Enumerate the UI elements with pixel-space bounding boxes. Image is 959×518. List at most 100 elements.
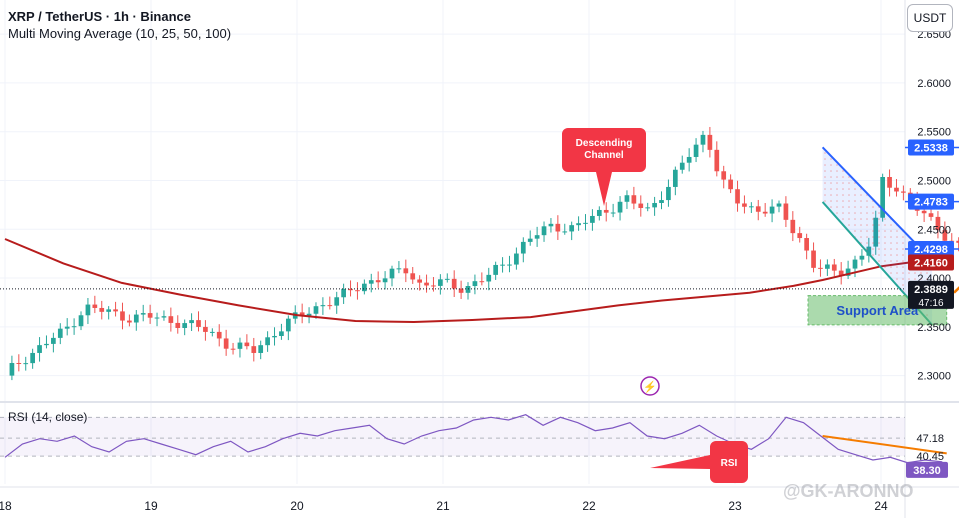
candle-body <box>64 326 70 329</box>
candle-body <box>182 323 188 328</box>
candle-body <box>147 313 153 318</box>
candle-body <box>700 134 706 145</box>
descending-channel-fill <box>822 147 933 325</box>
time-tick-label: 23 <box>728 499 742 513</box>
price-level-tag <box>908 254 954 271</box>
candle-body <box>562 231 568 233</box>
candle-body <box>272 335 277 338</box>
rsi-axis-label: 47.18 <box>916 433 944 445</box>
price-tick-label: 2.4500 <box>917 224 951 236</box>
rsi-indicator-label[interactable]: RSI (14, close) <box>8 410 88 424</box>
candle-body <box>403 268 409 274</box>
candle-body <box>942 230 948 241</box>
candle-body <box>527 238 533 242</box>
candle-body <box>78 315 84 327</box>
candle-body <box>389 268 395 279</box>
candle-body <box>928 213 934 217</box>
symbol-title[interactable]: XRP / TetherUS · 1h · Binance <box>8 9 192 24</box>
candle-body <box>610 212 616 214</box>
candle-body <box>189 320 194 324</box>
price-level-tag-text: 2.4298 <box>914 244 948 256</box>
candle-body <box>921 210 927 214</box>
candle-body <box>285 318 291 332</box>
callout-line-2: Channel <box>584 150 624 161</box>
candle-body <box>71 326 77 328</box>
candle-body <box>458 288 464 293</box>
currency-button[interactable]: USDT <box>907 4 953 32</box>
candle-body <box>797 233 803 239</box>
candle-body <box>92 304 98 308</box>
candle-body <box>693 144 699 157</box>
candle-body <box>742 203 747 207</box>
candle-body <box>244 342 250 347</box>
candle-body <box>590 215 595 223</box>
price-level-tag <box>908 193 954 210</box>
price-level-tag <box>908 240 954 257</box>
price-tick-label: 2.5500 <box>917 127 951 139</box>
support-area-label: Support Area <box>836 303 919 318</box>
time-tick-label: 18 <box>0 499 12 513</box>
price-level-tag-text: 2.4783 <box>914 197 948 209</box>
candle-body <box>320 305 326 307</box>
price-tick-label: 2.6500 <box>917 29 951 41</box>
candle-body <box>375 280 381 283</box>
candle-body <box>368 280 374 284</box>
rsi-line <box>4 414 943 464</box>
candle-body <box>140 313 146 315</box>
candle-body <box>493 264 499 275</box>
candle-body <box>23 363 29 365</box>
candle-body <box>382 278 388 283</box>
rsi-band-fill <box>0 417 905 457</box>
candle-body <box>306 313 312 316</box>
candle-body <box>507 264 512 266</box>
callout-line-1: Descending <box>576 138 633 149</box>
candle-body <box>230 348 236 350</box>
candle-body <box>728 179 733 190</box>
candle-body <box>154 317 160 319</box>
candle-body <box>631 195 637 204</box>
candle-body <box>624 195 630 202</box>
candle-body <box>825 264 830 269</box>
watermark: @GK-ARONNO <box>783 481 914 501</box>
candle-body <box>85 304 91 316</box>
candle-body <box>548 223 554 227</box>
candle-body <box>113 309 118 312</box>
candle-body <box>486 274 492 282</box>
time-tick-label: 19 <box>144 499 158 513</box>
candle-body <box>209 331 215 333</box>
lightning-icon <box>640 376 660 396</box>
candle-body <box>479 281 485 283</box>
candle-body <box>514 253 519 265</box>
candle-body <box>790 219 796 234</box>
current-price-tag <box>908 280 954 309</box>
candle-body <box>583 222 588 224</box>
candle-body <box>237 342 243 349</box>
candle-body <box>755 206 761 212</box>
candle-body <box>223 338 229 349</box>
candle-body <box>106 309 112 312</box>
candle-body <box>845 268 851 276</box>
candle-body <box>327 305 333 307</box>
candle-body <box>30 352 35 364</box>
rsi-divergence-line <box>822 435 947 455</box>
countdown-text: 47:16 <box>918 298 943 309</box>
candle-body <box>686 156 692 163</box>
candle-body <box>99 307 105 312</box>
candle-body <box>783 203 789 220</box>
candle-body <box>569 225 575 232</box>
candle-body <box>679 162 685 170</box>
candle-body <box>161 316 167 318</box>
candle-body <box>265 337 270 346</box>
candle-body <box>120 311 125 321</box>
indicator-label[interactable]: Multi Moving Average (10, 25, 50, 100) <box>8 26 232 41</box>
descending-channel-callout <box>562 128 646 206</box>
price-tick-label: 2.5000 <box>917 175 951 187</box>
candle-body <box>500 264 505 266</box>
candle-body <box>776 203 782 207</box>
price-tick-label: 2.6000 <box>917 78 951 90</box>
price-level-tag-text: 2.5338 <box>914 143 948 155</box>
candle-body <box>838 270 844 276</box>
candle-body <box>672 169 678 187</box>
